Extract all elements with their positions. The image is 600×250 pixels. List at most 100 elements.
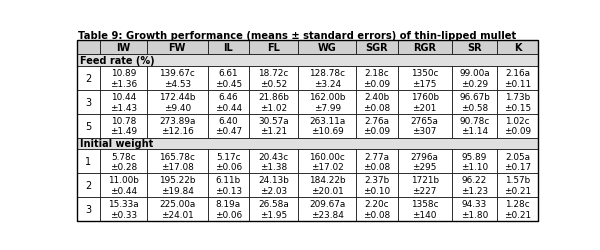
Bar xyxy=(208,41,248,55)
Bar xyxy=(147,197,208,221)
Bar xyxy=(452,67,497,90)
Bar xyxy=(208,197,248,221)
Bar xyxy=(298,197,356,221)
Bar xyxy=(208,174,248,197)
Text: 3: 3 xyxy=(85,98,91,107)
Text: 5.78c: 5.78c xyxy=(111,152,136,161)
Text: ±0.21: ±0.21 xyxy=(504,186,532,195)
Bar xyxy=(298,174,356,197)
Text: IW: IW xyxy=(116,43,131,53)
Bar xyxy=(356,174,398,197)
Bar xyxy=(398,174,452,197)
Text: ±0.44: ±0.44 xyxy=(215,103,242,112)
Text: ±23.84: ±23.84 xyxy=(311,210,344,219)
Text: 2.18c: 2.18c xyxy=(365,69,389,78)
Text: 5.17c: 5.17c xyxy=(216,152,241,161)
Text: 90.78c: 90.78c xyxy=(460,116,490,125)
Text: 1: 1 xyxy=(85,157,91,167)
Text: ±0.11: ±0.11 xyxy=(504,80,532,88)
Bar xyxy=(356,41,398,55)
Text: 26.58a: 26.58a xyxy=(258,200,289,208)
Text: 6.11b: 6.11b xyxy=(215,176,241,185)
Bar xyxy=(147,67,208,90)
Text: ±0.08: ±0.08 xyxy=(363,103,391,112)
Text: ±10.69: ±10.69 xyxy=(311,127,344,136)
Text: ±1.21: ±1.21 xyxy=(260,127,287,136)
Bar xyxy=(100,90,147,114)
Text: ±0.45: ±0.45 xyxy=(215,80,242,88)
Text: FL: FL xyxy=(267,43,280,53)
Bar xyxy=(77,138,538,150)
Text: 2.37b: 2.37b xyxy=(364,176,389,185)
Bar xyxy=(497,90,538,114)
Text: ±307: ±307 xyxy=(412,127,437,136)
Bar xyxy=(452,90,497,114)
Text: ±1.95: ±1.95 xyxy=(260,210,287,219)
Text: 10.78: 10.78 xyxy=(111,116,136,125)
Text: 1.28c: 1.28c xyxy=(505,200,530,208)
Bar xyxy=(77,114,100,138)
Text: ±17.02: ±17.02 xyxy=(311,162,344,172)
Text: 1.73b: 1.73b xyxy=(505,93,530,102)
Text: ±17.08: ±17.08 xyxy=(161,162,194,172)
Bar xyxy=(100,174,147,197)
Text: 18.72c: 18.72c xyxy=(259,69,289,78)
Text: ±24.01: ±24.01 xyxy=(161,210,194,219)
Text: ±0.29: ±0.29 xyxy=(461,80,488,88)
Bar xyxy=(398,197,452,221)
Text: 21.86b: 21.86b xyxy=(258,93,289,102)
Text: 160.00c: 160.00c xyxy=(310,152,345,161)
Text: ±7.99: ±7.99 xyxy=(314,103,341,112)
Text: 5: 5 xyxy=(85,121,92,131)
Text: 225.00a: 225.00a xyxy=(159,200,196,208)
Bar xyxy=(398,67,452,90)
Bar xyxy=(398,90,452,114)
Bar xyxy=(356,90,398,114)
Text: ±0.06: ±0.06 xyxy=(215,162,242,172)
Text: Table 9: Growth performance (means ± standard errors) of thin-lipped mullet: Table 9: Growth performance (means ± sta… xyxy=(78,30,517,40)
Text: 1350c: 1350c xyxy=(411,69,439,78)
Text: FW: FW xyxy=(169,43,186,53)
Bar xyxy=(248,90,298,114)
Bar xyxy=(298,90,356,114)
Text: 15.33a: 15.33a xyxy=(108,200,139,208)
Text: ±4.53: ±4.53 xyxy=(164,80,191,88)
Bar xyxy=(452,197,497,221)
Text: ±0.06: ±0.06 xyxy=(215,210,242,219)
Text: 95.89: 95.89 xyxy=(462,152,487,161)
Text: ±1.43: ±1.43 xyxy=(110,103,137,112)
Bar xyxy=(100,150,147,174)
Text: 20.43c: 20.43c xyxy=(259,152,289,161)
Text: ±0.33: ±0.33 xyxy=(110,210,137,219)
Text: ±0.15: ±0.15 xyxy=(504,103,532,112)
Text: 99.00a: 99.00a xyxy=(459,69,490,78)
Bar xyxy=(248,67,298,90)
Bar xyxy=(100,197,147,221)
Text: ±0.47: ±0.47 xyxy=(215,127,242,136)
Text: K: K xyxy=(514,43,521,53)
Text: ±20.01: ±20.01 xyxy=(311,186,344,195)
Text: SR: SR xyxy=(467,43,482,53)
Bar xyxy=(208,67,248,90)
Bar xyxy=(298,41,356,55)
Bar xyxy=(452,114,497,138)
Bar xyxy=(452,174,497,197)
Bar xyxy=(100,67,147,90)
Text: ±1.10: ±1.10 xyxy=(461,162,488,172)
Text: Initial weight: Initial weight xyxy=(80,139,153,149)
Text: 2.76a: 2.76a xyxy=(364,116,389,125)
Text: ±12.16: ±12.16 xyxy=(161,127,194,136)
Text: 1.02c: 1.02c xyxy=(506,116,530,125)
Text: 96.67b: 96.67b xyxy=(459,93,490,102)
Text: ±0.21: ±0.21 xyxy=(504,210,532,219)
Text: ±0.09: ±0.09 xyxy=(363,127,391,136)
Bar xyxy=(77,174,100,197)
Bar xyxy=(147,90,208,114)
Bar xyxy=(248,41,298,55)
Text: ±0.08: ±0.08 xyxy=(363,210,391,219)
Bar xyxy=(497,67,538,90)
Bar xyxy=(452,150,497,174)
Text: 195.22b: 195.22b xyxy=(159,176,196,185)
Text: ±0.09: ±0.09 xyxy=(363,80,391,88)
Text: 8.19a: 8.19a xyxy=(215,200,241,208)
